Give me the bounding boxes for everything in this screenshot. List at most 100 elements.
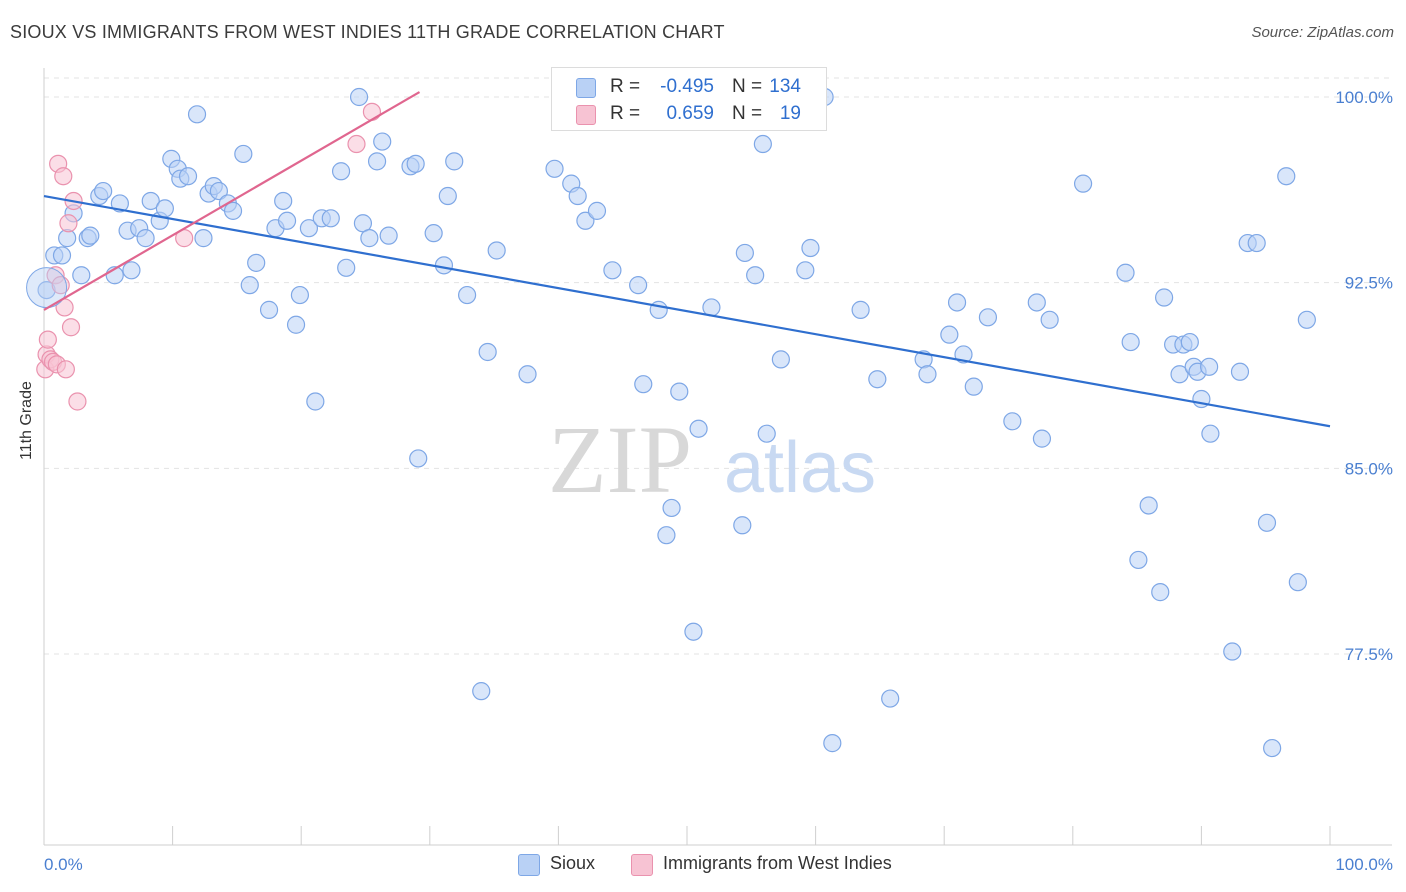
data-point [1257,513,1277,532]
legend-row-sioux: R = -0.495 N = 134 [552,74,826,100]
data-point [851,300,870,319]
data-point [670,382,689,401]
data-point [321,209,340,228]
data-point [689,419,708,438]
data-point [746,266,765,285]
data-point [223,201,243,220]
data-point [587,201,607,220]
data-point [947,293,967,312]
data-point [868,370,887,389]
data-point [1032,429,1052,448]
data-point [360,229,379,248]
west-indies-swatch [576,105,596,125]
r-label: R = [610,103,641,124]
r-value: -0.495 [660,76,714,97]
data-point [362,102,382,121]
data-point [978,308,998,327]
data-point [337,258,356,277]
data-point [240,276,259,295]
data-point [1116,263,1135,282]
trend-line [43,91,421,311]
data-point [964,377,983,396]
y-tick-label: 92.5% [1345,274,1393,293]
data-point [1129,550,1148,570]
y-tick-labels: 77.5% 85.0% 92.5% 100.0% [1335,88,1393,664]
n-value: 134 [769,76,801,97]
data-point [110,194,129,213]
data-point [1180,332,1199,352]
data-point [472,682,491,701]
data-point [438,186,457,206]
data-point [518,365,537,384]
x-tick-label: 0.0% [44,855,83,874]
data-point [299,219,319,238]
n-label: N = [732,103,763,124]
data-point [56,360,75,379]
data-point [290,285,310,305]
chart-title: SIOUX VS IMMIGRANTS FROM WEST INDIES 11T… [10,22,725,42]
data-point [1121,332,1140,352]
data-point [1151,583,1170,602]
data-point [478,342,497,362]
data-point [306,392,325,411]
data-point [1200,357,1219,376]
data-point [367,152,387,171]
data-point [568,186,587,206]
data-point [94,181,113,201]
data-point [155,199,174,218]
data-point [122,261,141,280]
data-point [1155,288,1174,307]
x-tick-labels: 0.0% 100.0% [44,855,1393,874]
data-point [409,449,428,468]
r-label: R = [610,76,641,97]
legend-label: Sioux [550,853,596,873]
data-point [274,191,293,211]
data-point [445,152,464,171]
data-point [1263,738,1282,758]
data-point [954,345,973,364]
watermark-zip: ZIP [548,406,692,513]
legend-row-west-indies: R = 0.659 N = 19 [552,101,826,127]
data-point [1201,424,1220,443]
data-point [1288,573,1307,592]
data-point [801,238,820,258]
data-point [735,243,754,263]
data-point [59,214,78,233]
r-value: 0.659 [666,103,714,124]
data-point [187,105,207,124]
data-point [1139,496,1158,515]
n-value: 19 [779,103,801,124]
watermark-atlas: atlas [724,428,876,508]
data-point [457,285,477,305]
data-point [373,132,392,151]
data-point [1040,310,1059,329]
trend-lines [43,91,1331,428]
data-point [603,261,622,280]
legend-label: Immigrants from West Indies [663,853,892,873]
data-point [1003,412,1022,431]
data-point [634,375,653,394]
data-point [347,134,366,154]
sioux-swatch [576,78,596,98]
data-point [1223,642,1242,661]
data-point [823,734,842,753]
trend-line [43,194,1331,428]
y-tick-label: 100.0% [1335,88,1393,107]
data-point [52,246,72,265]
data-point [247,253,266,272]
data-point [733,516,752,535]
data-point [72,266,91,285]
data-point [757,424,776,443]
data-point [796,261,815,280]
data-point [234,144,253,164]
data-point [178,167,198,186]
data-point [545,159,564,178]
data-point [684,622,703,641]
data-point [576,211,595,230]
data-point [918,365,937,384]
data-point [136,229,155,248]
y-tick-label: 77.5% [1345,645,1393,664]
data-point [209,181,228,201]
data-point [487,241,506,260]
